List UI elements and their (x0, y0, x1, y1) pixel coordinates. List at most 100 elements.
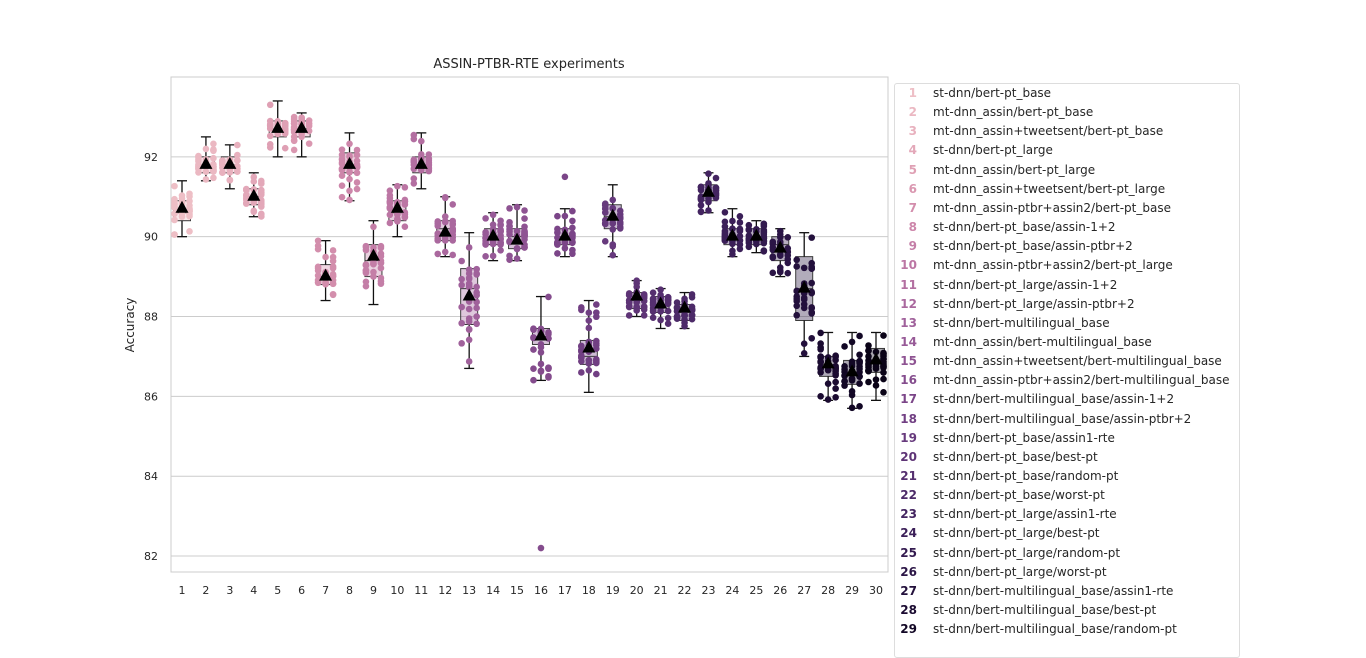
data-point (736, 226, 744, 234)
x-tick-label: 14 (486, 584, 500, 597)
data-point (569, 224, 576, 232)
legend-item-number: 29 (900, 622, 917, 637)
data-point (569, 207, 576, 215)
legend: 1 st-dnn/bert-pt_base 2 mt-dnn_assin/bert-p… (894, 83, 1240, 658)
data-point (290, 137, 298, 145)
data-point (513, 203, 521, 211)
x-tick-label: 5 (274, 584, 281, 597)
x-tick-label: 10 (390, 584, 404, 597)
data-point (513, 227, 521, 235)
mean-marker (606, 208, 620, 221)
x-tick-label: 6 (298, 584, 305, 597)
data-point (736, 213, 744, 220)
strip-points (171, 101, 887, 552)
data-point (793, 256, 801, 264)
data-point (649, 289, 657, 297)
data-point (824, 396, 832, 403)
data-point (537, 360, 545, 368)
legend-item: 8 st-dnn/bert-pt_base/assin-1+2 (895, 220, 1241, 239)
mean-marker (438, 224, 452, 237)
data-point (673, 299, 681, 306)
legend-item: 17 st-dnn/bert-multilingual_base/assin-1+… (895, 392, 1241, 411)
mean-marker (319, 268, 333, 281)
mean-marker (247, 188, 261, 201)
data-point (386, 192, 394, 199)
data-point (537, 344, 545, 351)
data-point (601, 238, 609, 245)
data-point (745, 221, 753, 229)
data-point (664, 296, 672, 304)
data-point (497, 226, 504, 234)
legend-item-number: 26 (900, 564, 917, 579)
x-tick-label: 18 (582, 584, 596, 597)
data-point (760, 248, 768, 255)
data-point (410, 165, 418, 173)
data-point (281, 144, 289, 152)
data-point (226, 169, 234, 176)
data-point (377, 252, 385, 260)
legend-item-label: st-dnn/bert-pt_base/assin-1+2 (933, 220, 1116, 235)
data-point (386, 204, 394, 212)
legend-item-number: 25 (900, 545, 917, 560)
legend-item: 23 st-dnn/bert-pt_large/assin1-rte (895, 507, 1241, 526)
data-point (458, 340, 465, 347)
data-point (314, 276, 322, 284)
legend-item-number: 12 (900, 296, 917, 311)
data-point (729, 240, 736, 248)
data-point (530, 326, 537, 333)
mean-marker (271, 120, 285, 133)
legend-item-number: 15 (900, 354, 917, 369)
data-point (401, 223, 409, 230)
data-point (257, 177, 265, 185)
legend-item: 15 mt-dnn_assin+tweetsent/bert-multilingu… (895, 354, 1241, 373)
data-point (712, 174, 720, 182)
data-point (506, 222, 513, 230)
y-axis-label: Accuracy (123, 298, 137, 353)
data-point (593, 309, 600, 316)
data-point (784, 252, 792, 259)
mean-marker (821, 356, 835, 369)
data-point (329, 247, 337, 254)
data-point (793, 311, 801, 319)
data-point (633, 283, 640, 291)
data-point (554, 250, 561, 257)
data-point (171, 182, 178, 190)
data-point (250, 178, 258, 185)
legend-item-label: mt-dnn_assin+tweetsent/bert-pt_large (933, 181, 1166, 196)
data-point (776, 267, 784, 275)
mean-marker (701, 184, 715, 197)
data-point (314, 263, 322, 271)
data-point (434, 236, 442, 244)
data-point (234, 165, 241, 173)
data-point (856, 380, 863, 387)
data-point (872, 348, 880, 356)
mean-marker (510, 232, 524, 245)
data-point (202, 145, 210, 153)
legend-item: 26 st-dnn/bert-pt_large/worst-pt (895, 565, 1241, 584)
data-point (697, 208, 705, 215)
data-point (465, 305, 473, 313)
legend-item-label: st-dnn/bert-multilingual_base/assin1-rte (933, 583, 1174, 598)
data-point (465, 280, 473, 288)
data-point (832, 352, 839, 360)
data-point (776, 227, 784, 235)
data-point (776, 233, 784, 241)
mean-marker (223, 156, 237, 169)
data-point (210, 146, 217, 153)
data-point (338, 146, 346, 153)
data-point (346, 196, 353, 204)
x-tick-labels: 1 2 3 4 5 6 7 8 9 10 11 12 13 14 15 16 17 18 19 20 21 22 23 24 2… (179, 584, 884, 597)
data-point (473, 304, 480, 312)
chart-canvas: ASSIN-PTBR-RTE experiments 828486889092 … (123, 57, 889, 597)
legend-item-label: mt-dnn_assin+tweetsent/bert-multilingual… (933, 354, 1222, 369)
data-point (554, 234, 561, 242)
data-point (769, 244, 777, 251)
data-point (497, 221, 504, 228)
data-point (234, 157, 241, 164)
data-point (736, 245, 744, 253)
data-point (808, 279, 816, 287)
legend-item: 12 st-dnn/bert-pt_large/assin-ptbr+2 (895, 297, 1241, 316)
data-point (601, 220, 609, 228)
data-point (449, 251, 457, 259)
x-tick-label: 16 (534, 584, 548, 597)
